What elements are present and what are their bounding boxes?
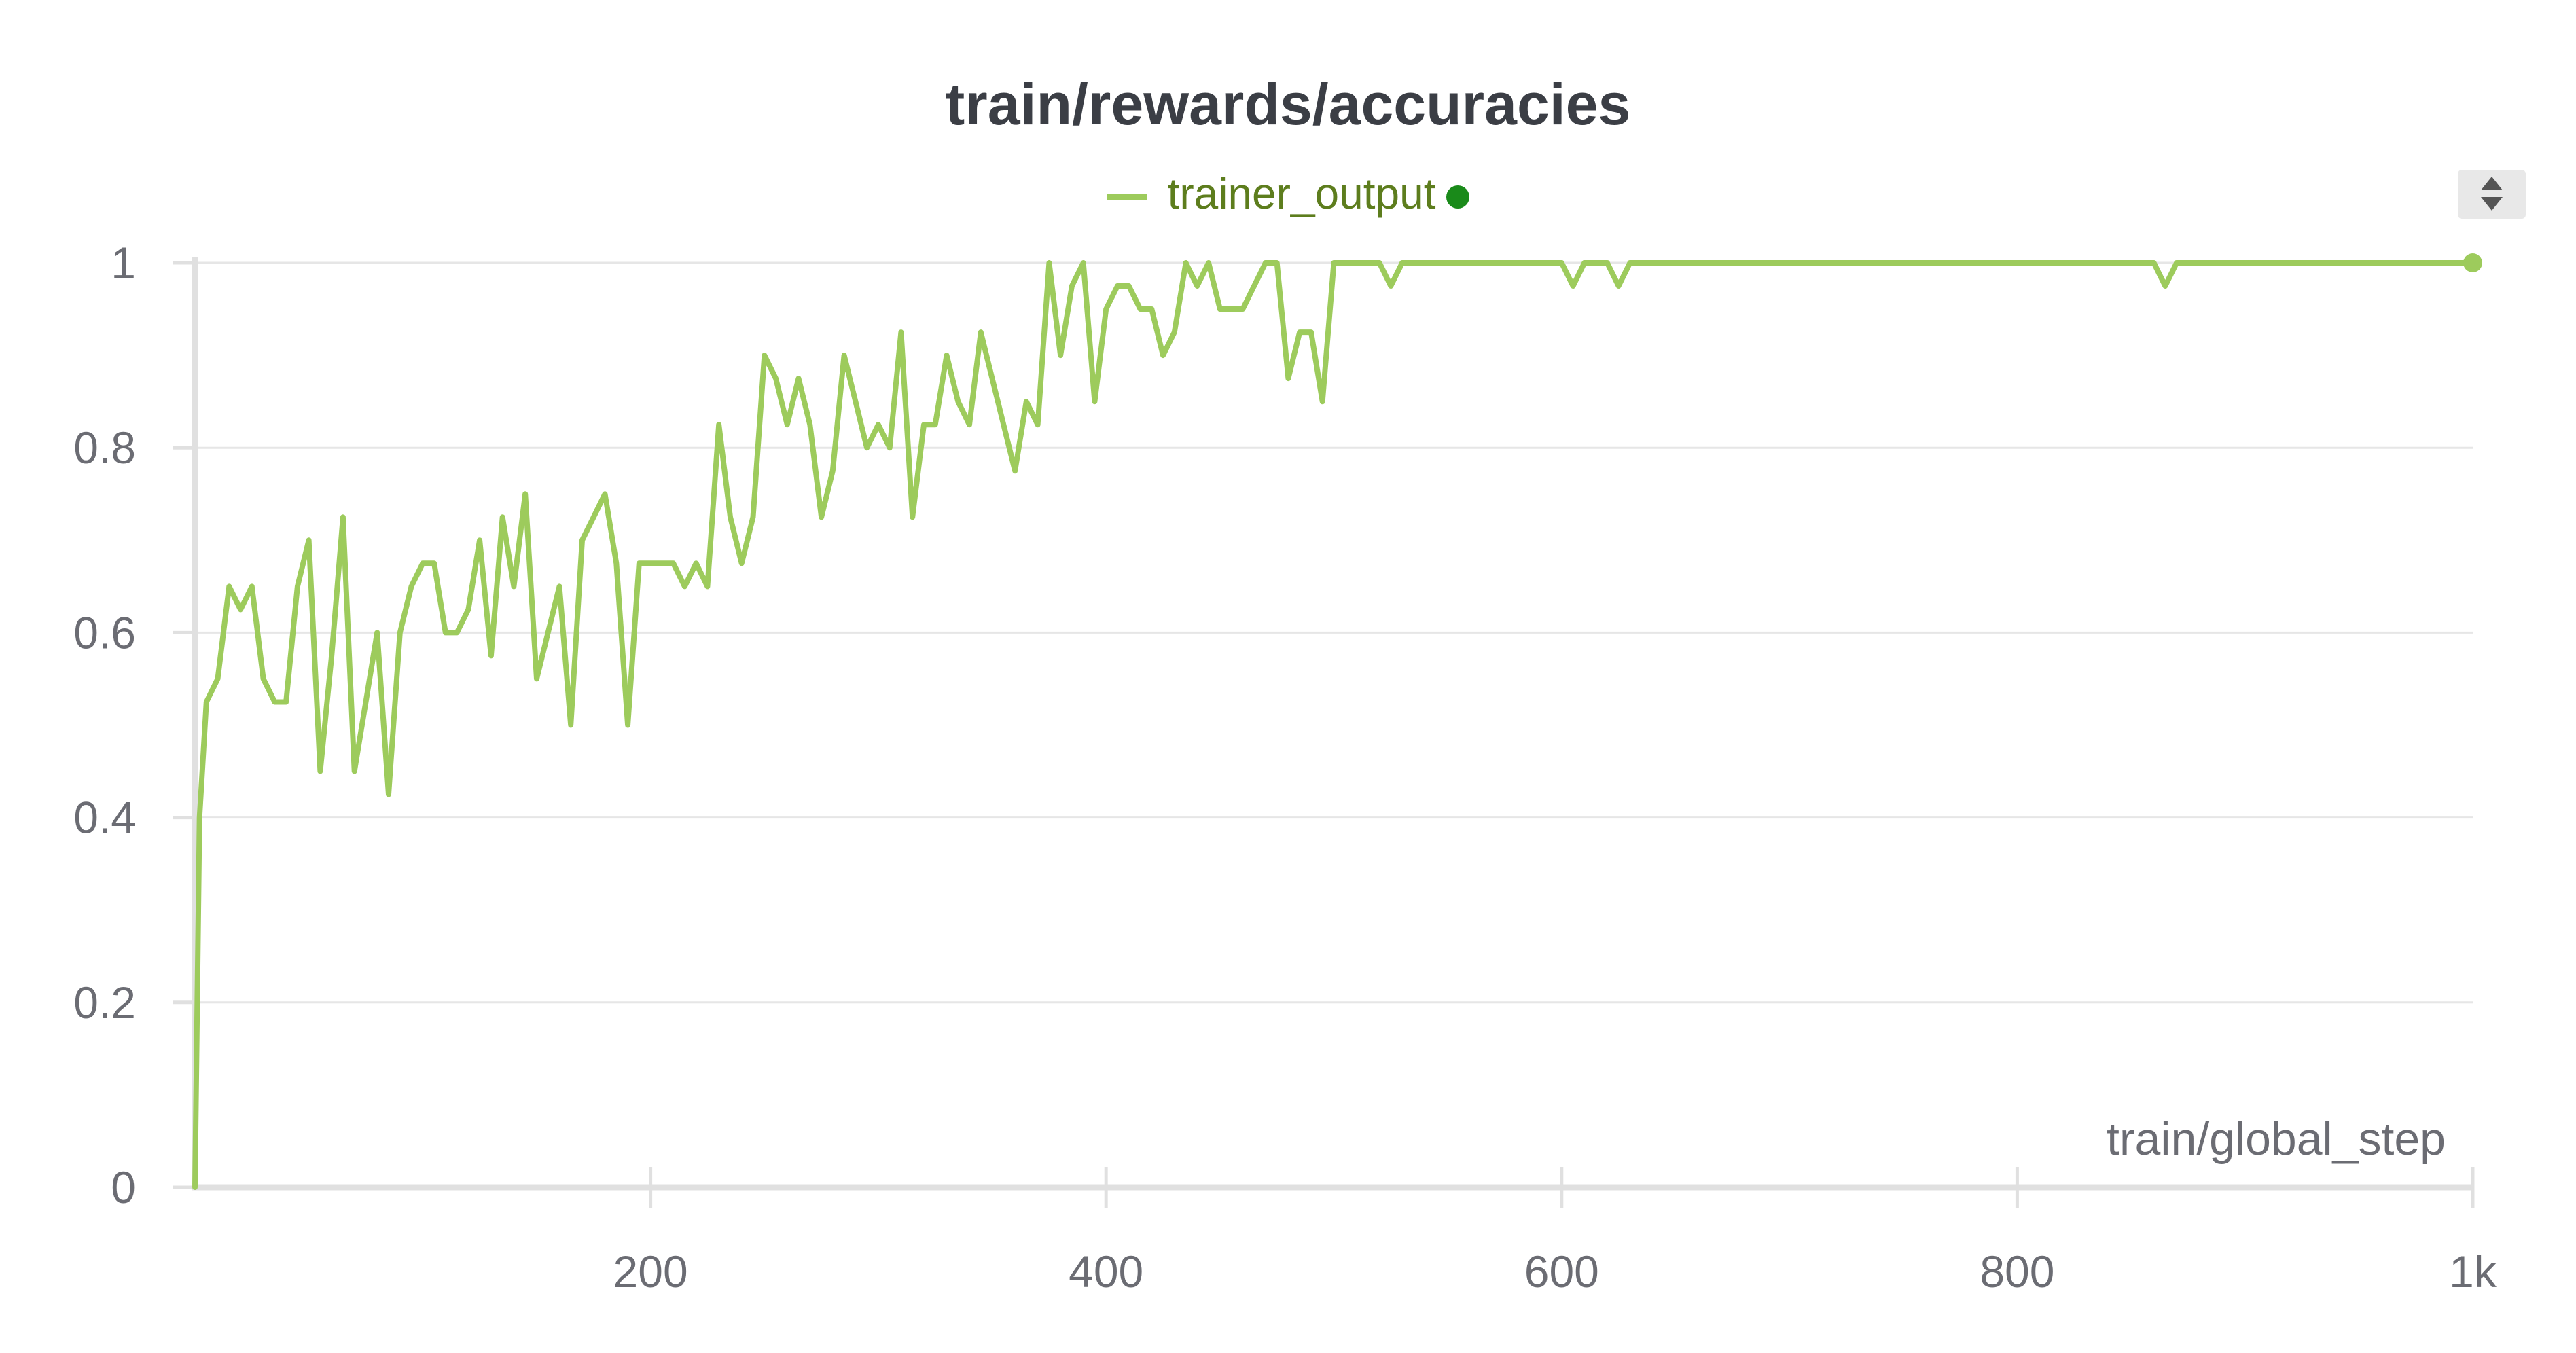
legend-label: trainer_output [1167, 169, 1436, 218]
y-tick-label: 0.6 [73, 607, 136, 657]
legend-swatch [1106, 194, 1147, 201]
arrow-down-icon [2481, 197, 2503, 211]
x-tick-label: 200 [613, 1246, 688, 1297]
chart-title: train/rewards/accuracies [945, 72, 1631, 137]
grid [195, 261, 2473, 1004]
x-tick-label: 600 [1524, 1246, 1599, 1297]
legend: trainer_output [0, 168, 2576, 219]
x-tick-label: 800 [1980, 1246, 2054, 1297]
x-axis-label: train/global_step [2107, 1113, 2446, 1165]
series-layer [192, 253, 2482, 1190]
tick-labels: 0 0.2 0.4 0.6 0.8 1 200 400 600 800 1k [73, 238, 2497, 1297]
y-tick-label: 0.2 [73, 977, 136, 1028]
legend-scroll-button[interactable] [2458, 170, 2526, 219]
arrow-up-icon [2481, 177, 2503, 190]
y-tick-label: 0.4 [73, 793, 136, 843]
y-tick-label: 0 [111, 1162, 136, 1212]
series-line-trainer_output [192, 260, 2475, 1190]
y-tick-label: 1 [111, 238, 136, 288]
x-tick-label: 400 [1069, 1246, 1143, 1297]
x-tick-label: 1k [2449, 1246, 2497, 1297]
series-end-point [2463, 253, 2482, 272]
legend-dot-icon [1446, 185, 1470, 209]
y-tick-label: 0.8 [73, 422, 136, 473]
